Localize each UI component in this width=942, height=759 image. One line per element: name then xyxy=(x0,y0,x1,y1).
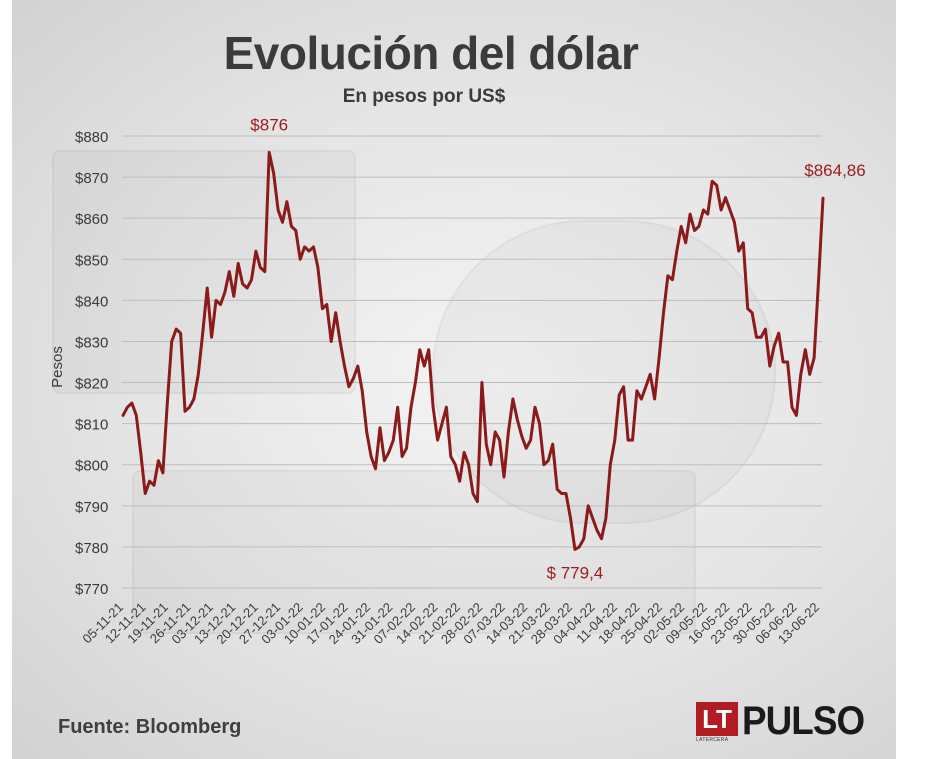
y-tick-label: $850 xyxy=(75,252,108,269)
chart-title: Evolución del dólar xyxy=(223,27,639,79)
y-tick-label: $860 xyxy=(75,211,108,228)
background-bill-shape xyxy=(132,470,696,634)
chart-subtitle: En pesos por US$ xyxy=(342,86,506,107)
logo-lt-mark: LT xyxy=(696,702,738,736)
annotations: $876 $ 779,4 $864,86 xyxy=(250,115,865,582)
background-bill-shape xyxy=(52,150,356,394)
x-axis-ticks: 05-11-2112-11-2119-11-2126-11-2103-12-21… xyxy=(79,600,822,647)
y-tick-label: $840 xyxy=(75,293,108,310)
background-bill-image xyxy=(12,0,896,759)
y-tick-label: $880 xyxy=(75,129,108,146)
gridlines xyxy=(122,135,822,589)
y-tick-label: $800 xyxy=(75,458,108,475)
y-tick-label: $770 xyxy=(75,581,108,598)
pulso-logo: LT LATERCERA PULSO xyxy=(696,699,875,746)
y-axis-label: Pesos xyxy=(49,346,66,388)
data-label: $864,86 xyxy=(804,161,865,180)
y-tick-label: $780 xyxy=(75,540,108,557)
source-note: Fuente: Bloomberg xyxy=(58,716,242,738)
y-tick-label: $830 xyxy=(75,334,108,351)
series-line xyxy=(121,150,825,551)
data-label: $876 xyxy=(250,115,288,134)
y-tick-label: $810 xyxy=(75,417,108,434)
y-tick-label: $820 xyxy=(75,376,108,393)
data-label: $ 779,4 xyxy=(547,563,604,582)
y-tick-label: $870 xyxy=(75,170,108,187)
logo-small-text: LATERCERA xyxy=(696,737,729,743)
y-axis-ticks: $880 $870 $860 $850 $840 $830 $820 $810 $800 $790… xyxy=(75,129,108,598)
y-tick-label: $790 xyxy=(75,499,108,516)
logo-wordmark: PULSO xyxy=(742,699,865,743)
